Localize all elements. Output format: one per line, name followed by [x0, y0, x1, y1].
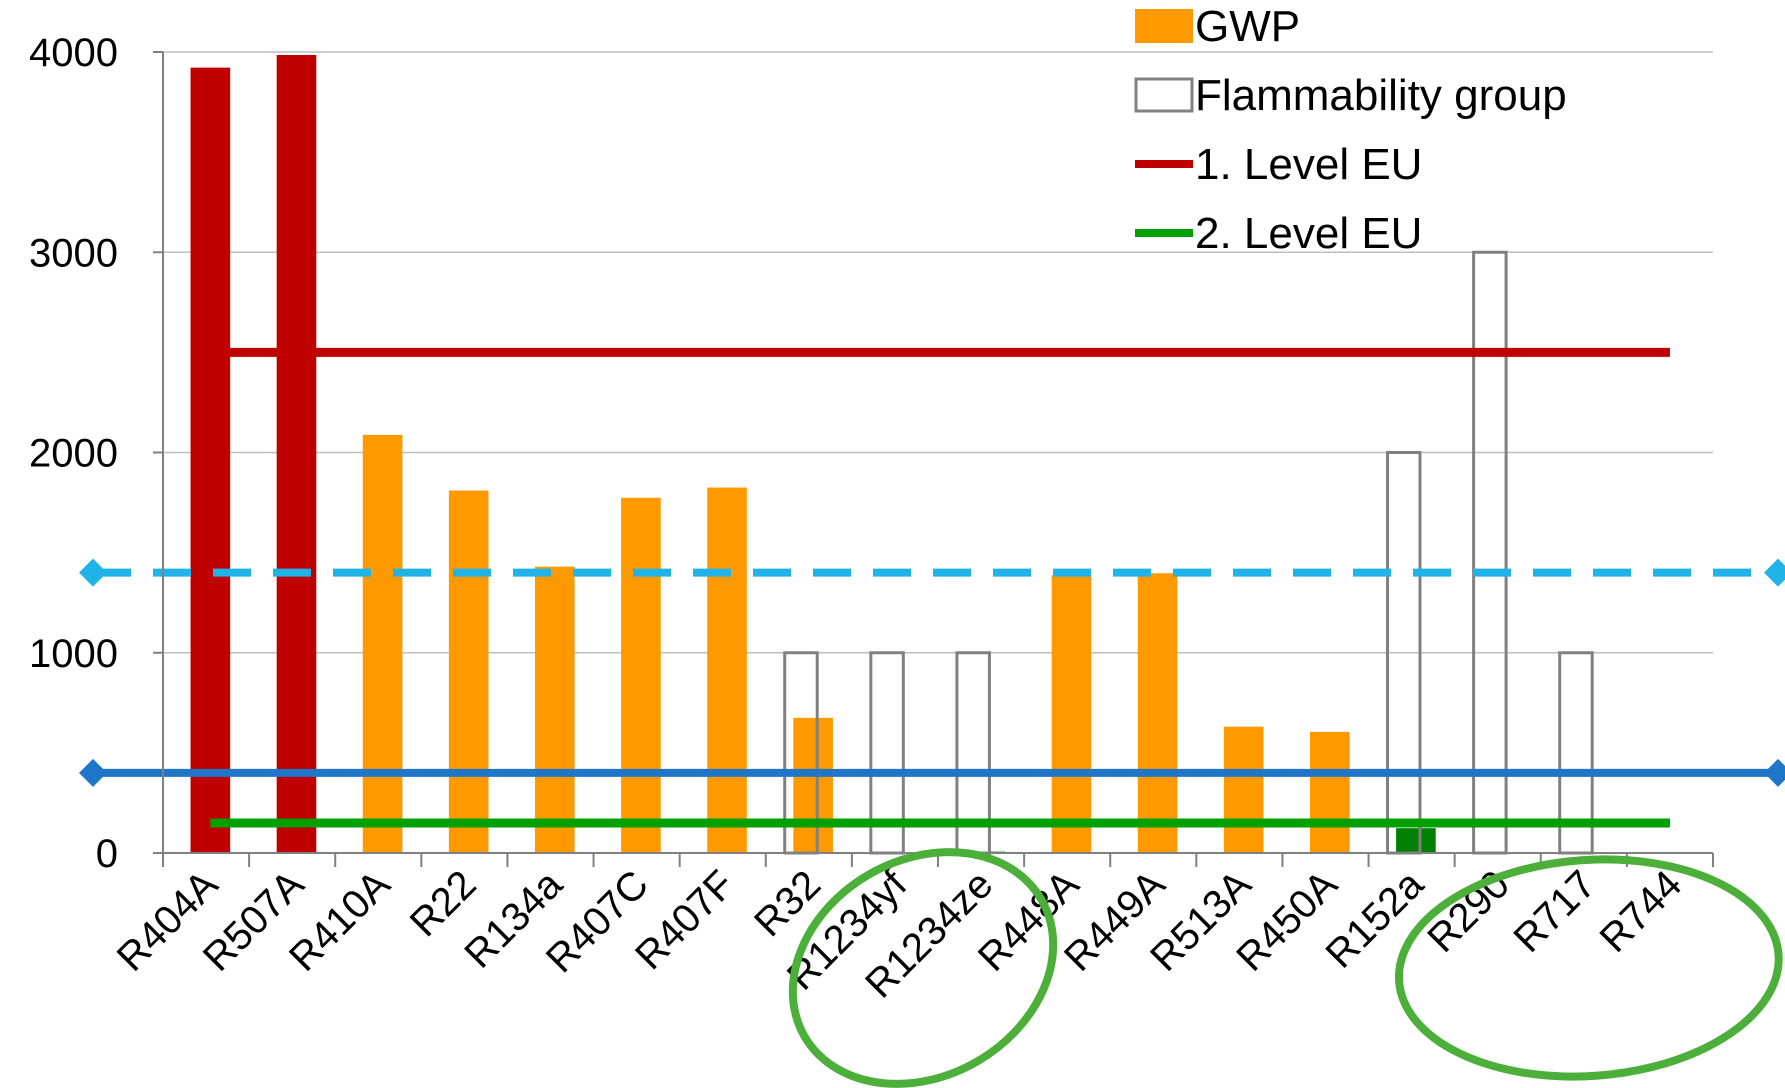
bar-gwp-R513A: [1223, 726, 1264, 853]
legend-label-4: 2. Level EU: [1195, 209, 1422, 258]
gridlines: [163, 51, 1713, 654]
legend-label-1: GWP: [1195, 2, 1300, 51]
bar-gwp-R449A: [1137, 573, 1178, 853]
y-tick-label: 0: [96, 832, 118, 876]
axes: [153, 51, 1714, 867]
legend-label-3: 1. Level EU: [1195, 140, 1422, 189]
bar-gwp-R407C: [621, 497, 661, 853]
highlight-ellipse-2: [1394, 855, 1783, 1081]
category-label-R744: R744: [1592, 862, 1691, 961]
bar-gwp-R134a: [535, 566, 575, 853]
bar-flammability-R290: [1472, 250, 1508, 855]
legend-label-2: Flammability group: [1195, 71, 1567, 120]
category-label-R152a: R152a: [1318, 862, 1433, 977]
bar-gwp-R404A: [190, 67, 231, 853]
ref-marker-3-0: [79, 558, 107, 587]
bar-gwp-R450A: [1310, 731, 1350, 853]
bar-gwp-R507A: [276, 55, 317, 854]
reference-lines: [79, 347, 1785, 828]
bar-gwp-R410A: [362, 434, 403, 853]
category-label-R407F: R407F: [627, 862, 743, 978]
bar-gwp-R32: [793, 717, 833, 853]
ref-marker-3-1: [1764, 558, 1785, 587]
category-label-R717: R717: [1505, 862, 1604, 961]
legend: GWP Flammability group 1. Level EU 2. Level…: [1134, 2, 1567, 258]
ref-marker-4-1: [1764, 758, 1785, 787]
y-tick-label: 2000: [29, 432, 118, 476]
bar-gwp-R152a: [1396, 828, 1436, 853]
y-tick-label: 3000: [29, 231, 118, 275]
ref-marker-4-0: [79, 758, 107, 787]
highlight-ellipse-1: [788, 848, 1058, 1088]
legend-swatch-1: [1135, 9, 1193, 43]
legend-swatch-2: [1134, 77, 1194, 113]
highlight-ellipses: [788, 848, 1783, 1088]
y-tick-label: 1000: [29, 632, 118, 676]
bar-gwp-R407F: [707, 487, 747, 853]
bars: [190, 55, 1695, 855]
y-tick-label: 4000: [29, 31, 118, 75]
bar-gwp-R22: [448, 490, 489, 853]
bar-gwp-R448A: [1051, 575, 1092, 853]
